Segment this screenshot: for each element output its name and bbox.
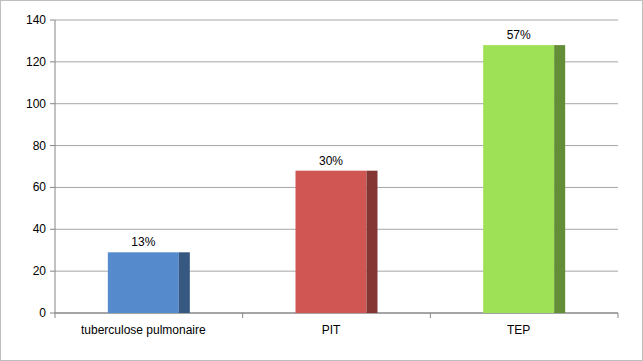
y-tick-label: 100 bbox=[26, 97, 46, 111]
data-label: 30% bbox=[319, 154, 343, 168]
x-tick-label: TEP bbox=[507, 323, 530, 337]
bar bbox=[108, 252, 179, 313]
bar-side bbox=[554, 45, 565, 313]
x-tick bbox=[618, 313, 619, 318]
chart: 0 20 40 60 80 100 120 140 13% tuberculose pulmona… bbox=[0, 0, 643, 361]
bar bbox=[296, 171, 367, 313]
y-tick bbox=[50, 103, 55, 104]
bar-side bbox=[179, 252, 190, 313]
y-tick bbox=[50, 61, 55, 62]
y-tick-label: 80 bbox=[33, 139, 47, 153]
y-tick-label: 40 bbox=[33, 222, 47, 236]
y-tick-label: 120 bbox=[26, 55, 46, 69]
grid-line bbox=[55, 20, 618, 21]
y-tick-label: 0 bbox=[39, 306, 46, 320]
bar-side bbox=[367, 171, 378, 313]
data-label: 57% bbox=[507, 28, 531, 42]
x-tick-label: PIT bbox=[322, 323, 341, 337]
x-tick-label: tuberculose pulmonaire bbox=[81, 323, 206, 337]
y-tick-label: 140 bbox=[26, 13, 46, 27]
y-tick bbox=[50, 271, 55, 272]
y-tick bbox=[50, 229, 55, 230]
y-tick bbox=[50, 145, 55, 146]
x-tick bbox=[430, 313, 431, 318]
y-tick bbox=[50, 20, 55, 21]
x-tick bbox=[242, 313, 243, 318]
y-tick-label: 60 bbox=[33, 180, 47, 194]
y-tick bbox=[50, 187, 55, 188]
y-tick bbox=[50, 313, 55, 314]
chart-border bbox=[1, 1, 643, 361]
y-axis bbox=[55, 20, 56, 313]
x-tick bbox=[55, 313, 56, 318]
data-label: 13% bbox=[131, 235, 155, 249]
bar bbox=[483, 45, 554, 313]
y-tick-label: 20 bbox=[33, 264, 47, 278]
